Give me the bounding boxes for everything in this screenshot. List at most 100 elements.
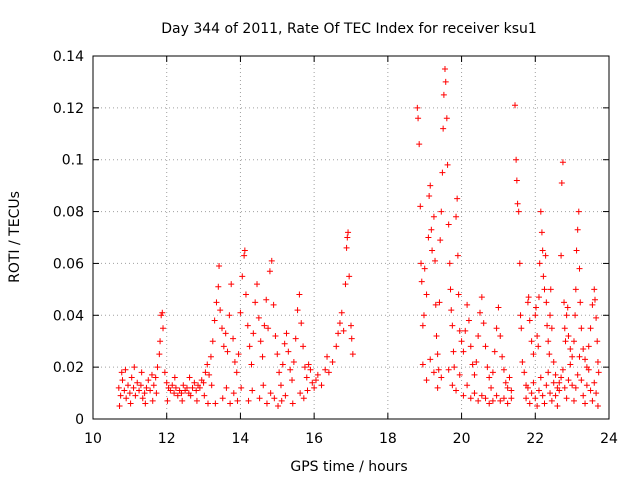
data-point bbox=[578, 377, 585, 384]
data-point bbox=[256, 395, 263, 402]
data-point bbox=[241, 252, 248, 259]
data-point bbox=[289, 400, 296, 407]
data-point bbox=[455, 291, 462, 298]
y-tick-label: 0.06 bbox=[53, 256, 84, 272]
data-point bbox=[193, 387, 200, 394]
data-point bbox=[565, 377, 572, 384]
data-point bbox=[418, 278, 425, 285]
data-point bbox=[471, 390, 478, 397]
data-point bbox=[550, 379, 557, 386]
data-point bbox=[191, 379, 198, 386]
data-point bbox=[272, 333, 279, 340]
y-axis-title: ROTI / TECUs bbox=[7, 191, 23, 283]
data-point bbox=[298, 320, 305, 327]
data-point bbox=[587, 387, 594, 394]
data-point bbox=[525, 294, 532, 301]
data-point bbox=[572, 384, 579, 391]
data-point bbox=[430, 369, 437, 376]
data-point bbox=[278, 397, 285, 404]
data-point bbox=[582, 356, 589, 363]
data-point bbox=[475, 333, 482, 340]
data-point bbox=[574, 371, 581, 378]
data-point bbox=[563, 312, 570, 319]
data-point bbox=[193, 397, 200, 404]
data-point bbox=[582, 400, 589, 407]
data-point bbox=[464, 382, 471, 389]
data-point bbox=[171, 390, 178, 397]
data-point bbox=[174, 392, 181, 399]
data-point bbox=[450, 348, 457, 355]
data-point bbox=[585, 343, 592, 350]
data-point bbox=[533, 304, 540, 311]
data-point bbox=[345, 229, 352, 236]
data-point bbox=[534, 333, 541, 340]
data-point bbox=[526, 400, 533, 407]
data-point bbox=[439, 169, 446, 176]
data-point bbox=[547, 390, 554, 397]
x-tick-label: 16 bbox=[305, 431, 323, 447]
data-point bbox=[523, 395, 530, 402]
data-point bbox=[123, 395, 130, 402]
data-point bbox=[201, 392, 208, 399]
data-point bbox=[275, 403, 282, 410]
axis-ticks bbox=[92, 55, 610, 420]
data-point bbox=[139, 395, 146, 402]
data-point bbox=[343, 244, 350, 251]
data-point bbox=[467, 395, 474, 402]
data-point bbox=[200, 379, 207, 386]
data-point bbox=[561, 384, 568, 391]
data-point bbox=[204, 400, 211, 407]
data-point bbox=[532, 312, 539, 319]
data-point bbox=[131, 364, 138, 371]
data-point bbox=[480, 320, 487, 327]
data-point bbox=[329, 358, 336, 365]
data-point bbox=[488, 384, 495, 391]
data-point bbox=[257, 338, 264, 345]
data-point bbox=[300, 395, 307, 402]
data-point bbox=[349, 351, 356, 358]
data-point bbox=[156, 351, 163, 358]
data-point bbox=[519, 358, 526, 365]
data-point bbox=[530, 351, 537, 358]
data-point bbox=[512, 102, 519, 109]
data-point bbox=[180, 382, 187, 389]
data-point bbox=[567, 361, 574, 368]
data-point bbox=[244, 322, 251, 329]
data-point bbox=[340, 327, 347, 334]
data-point bbox=[491, 348, 498, 355]
data-point bbox=[237, 309, 244, 316]
data-point bbox=[318, 382, 325, 389]
data-point bbox=[283, 330, 290, 337]
data-point bbox=[187, 392, 194, 399]
data-point bbox=[415, 115, 422, 122]
data-point bbox=[147, 387, 154, 394]
data-point bbox=[591, 296, 598, 303]
data-point bbox=[585, 366, 592, 373]
data-point bbox=[348, 322, 354, 329]
data-point bbox=[294, 307, 301, 314]
data-point bbox=[516, 260, 523, 267]
data-point bbox=[311, 384, 318, 391]
data-point bbox=[118, 369, 125, 376]
data-point bbox=[580, 392, 587, 399]
data-point bbox=[418, 260, 425, 267]
data-point bbox=[271, 395, 278, 402]
data-point bbox=[117, 392, 124, 399]
data-point bbox=[227, 400, 234, 407]
data-point bbox=[325, 369, 332, 376]
data-point bbox=[546, 351, 553, 358]
data-point bbox=[554, 403, 561, 410]
data-point bbox=[416, 141, 423, 148]
data-point bbox=[428, 226, 435, 233]
data-point bbox=[138, 369, 145, 376]
data-point bbox=[548, 397, 555, 404]
data-point bbox=[132, 392, 139, 399]
data-point bbox=[540, 273, 547, 280]
data-point bbox=[564, 304, 571, 311]
data-point bbox=[478, 294, 485, 301]
data-point bbox=[167, 387, 174, 394]
data-point bbox=[559, 366, 566, 373]
data-point bbox=[338, 309, 345, 316]
data-point bbox=[500, 366, 507, 373]
data-point bbox=[157, 338, 164, 345]
